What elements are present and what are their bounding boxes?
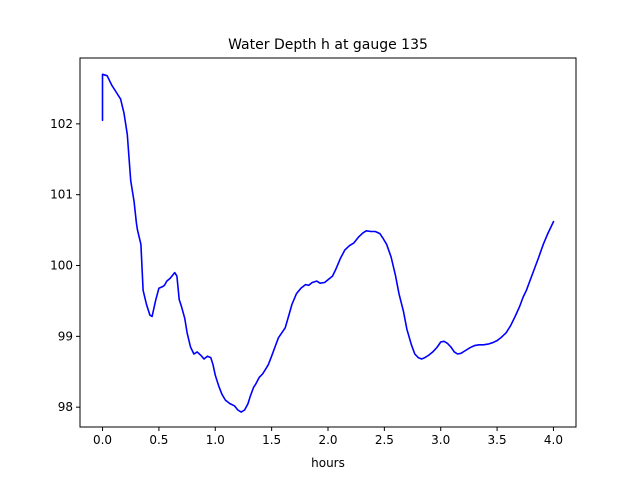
y-tick-label: 100 [50,259,73,273]
x-axis: 0.0 0.5 1.0 1.5 2.0 2.5 3.0 3.5 4.0 [93,427,563,447]
x-tick-label: 0.5 [149,433,168,447]
x-tick-label: 3.0 [431,433,450,447]
x-axis-label: hours [311,456,345,470]
chart-title: Water Depth h at gauge 135 [228,37,428,53]
series-line-0 [101,73,555,413]
x-tick-label: 1.0 [206,433,225,447]
x-tick-label: 2.0 [318,433,337,447]
y-axis: 98 99 100 101 102 [50,117,80,414]
y-tick-label: 99 [58,329,73,343]
x-tick-label: 4.0 [544,433,563,447]
series-layer [101,73,555,413]
y-tick-label: 98 [58,400,73,414]
y-tick-label: 101 [50,188,73,202]
x-tick-label: 2.5 [375,433,394,447]
x-tick-label: 3.5 [488,433,507,447]
x-tick-label: 1.5 [262,433,281,447]
y-tick-label: 102 [50,117,73,131]
x-tick-label: 0.0 [93,433,112,447]
